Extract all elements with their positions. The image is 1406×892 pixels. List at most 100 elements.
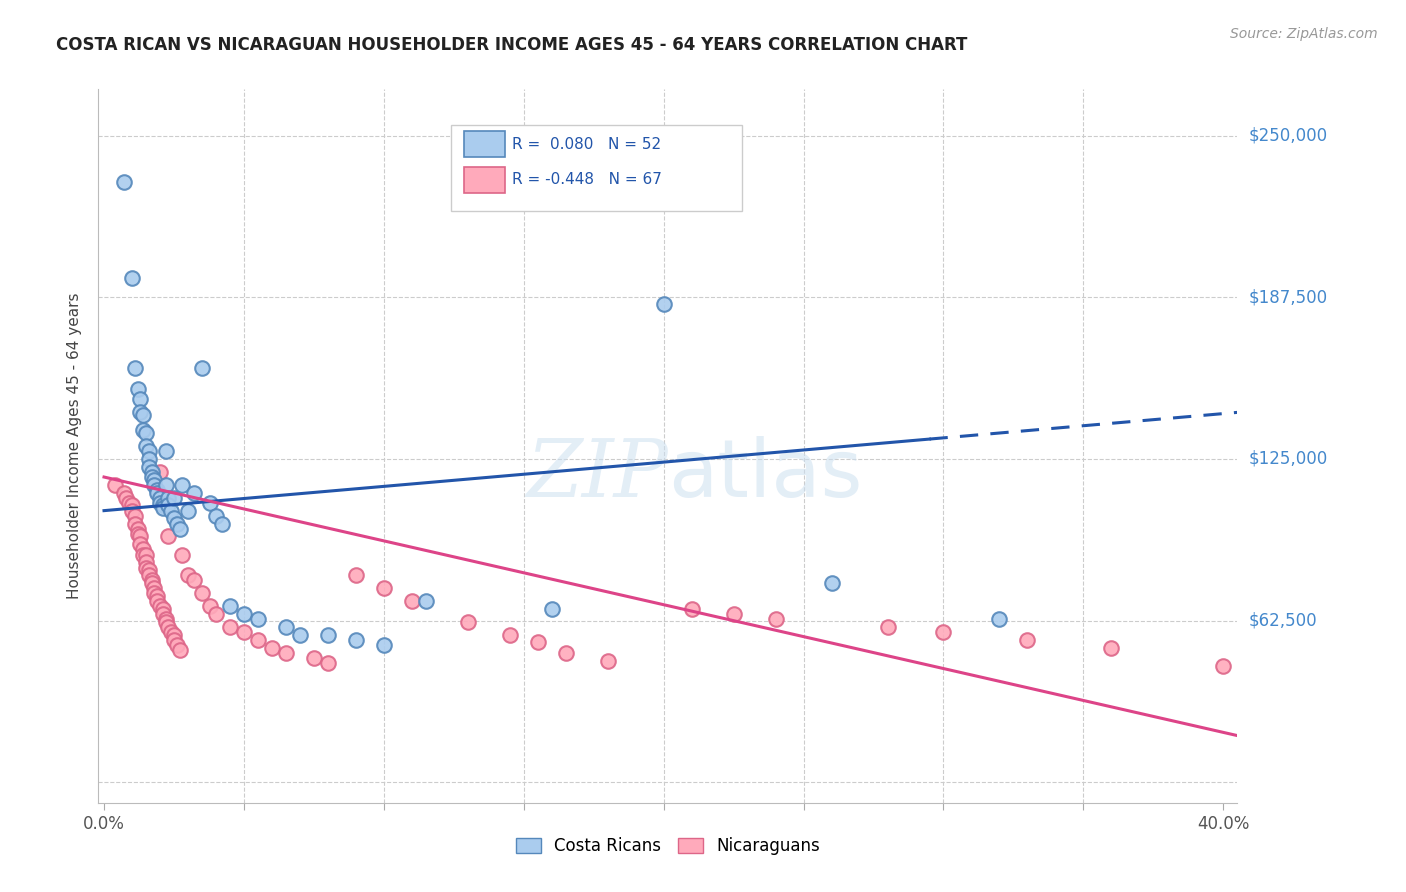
Point	[141, 576, 163, 591]
Point	[205, 508, 228, 523]
Point	[316, 656, 339, 670]
Text: atlas: atlas	[668, 435, 862, 514]
Point	[1017, 632, 1039, 647]
Point	[219, 599, 242, 614]
Point	[316, 628, 339, 642]
Point	[499, 628, 522, 642]
Point	[112, 175, 135, 189]
Point	[132, 542, 155, 557]
Text: COSTA RICAN VS NICARAGUAN HOUSEHOLDER INCOME AGES 45 - 64 YEARS CORRELATION CHAR: COSTA RICAN VS NICARAGUAN HOUSEHOLDER IN…	[56, 36, 967, 54]
Point	[288, 628, 311, 642]
Point	[135, 426, 157, 441]
Point	[118, 496, 141, 510]
Point	[211, 516, 233, 531]
Point	[157, 499, 180, 513]
Point	[652, 297, 675, 311]
Point	[205, 607, 228, 621]
Point	[554, 646, 576, 660]
Text: Source: ZipAtlas.com: Source: ZipAtlas.com	[1230, 27, 1378, 41]
Point	[141, 574, 163, 588]
Point	[820, 576, 842, 591]
Point	[219, 620, 242, 634]
Point	[274, 620, 297, 634]
Point	[112, 485, 135, 500]
Point	[1099, 640, 1122, 655]
Point	[200, 599, 222, 614]
Point	[149, 465, 172, 479]
FancyBboxPatch shape	[451, 125, 742, 211]
Point	[138, 568, 160, 582]
Point	[172, 477, 194, 491]
Point	[723, 607, 745, 621]
Point	[274, 646, 297, 660]
Point	[169, 522, 191, 536]
Y-axis label: Householder Income Ages 45 - 64 years: Householder Income Ages 45 - 64 years	[67, 293, 83, 599]
Point	[160, 503, 183, 517]
Point	[302, 651, 325, 665]
Point	[232, 607, 254, 621]
Point	[344, 568, 367, 582]
Point	[149, 599, 172, 614]
Text: R =  0.080   N = 52: R = 0.080 N = 52	[512, 136, 661, 152]
Point	[132, 548, 155, 562]
Point	[932, 625, 955, 640]
Point	[373, 581, 395, 595]
Point	[540, 602, 562, 616]
Point	[104, 477, 127, 491]
Point	[149, 496, 172, 510]
Legend: Costa Ricans, Nicaraguans: Costa Ricans, Nicaraguans	[516, 837, 820, 855]
Point	[138, 459, 160, 474]
Point	[415, 594, 437, 608]
Point	[143, 586, 166, 600]
Point	[146, 589, 169, 603]
Point	[157, 620, 180, 634]
Point	[129, 537, 152, 551]
Point	[143, 477, 166, 491]
Point	[115, 491, 138, 505]
Point	[121, 503, 143, 517]
Point	[155, 477, 177, 491]
Point	[157, 529, 180, 543]
Point	[135, 555, 157, 569]
Point	[135, 560, 157, 574]
Point	[129, 392, 152, 407]
Point	[132, 424, 155, 438]
Point	[127, 382, 149, 396]
Point	[135, 548, 157, 562]
Point	[127, 527, 149, 541]
Point	[160, 625, 183, 640]
Text: $187,500: $187,500	[1249, 288, 1327, 306]
Point	[129, 405, 152, 419]
Point	[163, 491, 186, 505]
Point	[138, 451, 160, 466]
Point	[143, 581, 166, 595]
Point	[138, 444, 160, 458]
Point	[157, 491, 180, 505]
Point	[121, 499, 143, 513]
Point	[129, 529, 152, 543]
Point	[191, 361, 214, 376]
Text: ZIP: ZIP	[526, 436, 668, 513]
Point	[124, 516, 146, 531]
Point	[163, 628, 186, 642]
Point	[138, 563, 160, 577]
Point	[373, 638, 395, 652]
Point	[177, 568, 200, 582]
Point	[152, 499, 174, 513]
Point	[177, 503, 200, 517]
Point	[146, 485, 169, 500]
FancyBboxPatch shape	[464, 167, 505, 193]
Point	[141, 470, 163, 484]
Text: R = -0.448   N = 67: R = -0.448 N = 67	[512, 172, 662, 187]
Point	[401, 594, 423, 608]
Point	[344, 632, 367, 647]
Point	[200, 496, 222, 510]
Point	[876, 620, 898, 634]
Text: $250,000: $250,000	[1249, 127, 1327, 145]
Point	[124, 508, 146, 523]
Point	[163, 511, 186, 525]
Point	[149, 491, 172, 505]
Point	[127, 522, 149, 536]
Point	[596, 654, 619, 668]
Point	[988, 612, 1011, 626]
